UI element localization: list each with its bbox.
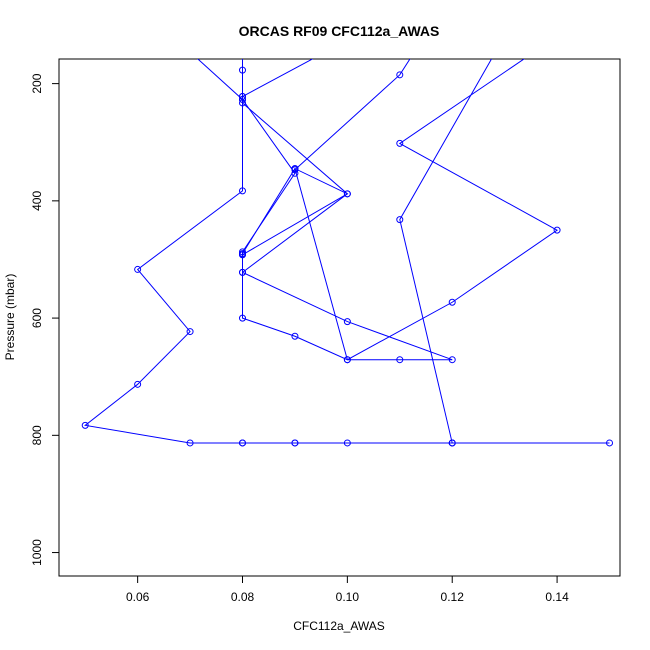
data-point: [291, 439, 299, 447]
data-point: [396, 71, 404, 79]
x-axis-label: CFC112a_AWAS: [293, 619, 385, 633]
data-point: [448, 298, 456, 306]
y-axis-label: Pressure (mbar): [3, 274, 17, 361]
data-point: [396, 356, 404, 364]
data-point: [134, 380, 142, 388]
data-point: [239, 99, 246, 107]
data-point: [606, 439, 614, 447]
data-point: [239, 187, 246, 195]
x-tick-label: 0.06: [126, 590, 150, 604]
y-tick-label: 400: [30, 191, 44, 211]
data-point: [239, 66, 246, 74]
series-3: [239, 59, 561, 364]
data-point: [343, 190, 351, 198]
data-point: [186, 439, 194, 447]
y-tick-label: 1000: [30, 539, 44, 566]
x-tick-label: 0.12: [441, 590, 465, 604]
series-4: [396, 59, 493, 447]
data-point: [239, 250, 246, 258]
data-point: [343, 356, 351, 364]
x-axis: 0.06 0.08 0.10 0.12 0.14: [126, 575, 569, 604]
series-line: [399, 59, 493, 444]
data-point: [396, 139, 404, 147]
data-point: [343, 318, 351, 326]
data-point: [239, 439, 246, 447]
y-axis: 200 400 600 800 1000: [30, 73, 60, 566]
series-line: [242, 59, 559, 361]
y-tick-label: 200: [30, 73, 44, 93]
data-point: [291, 165, 299, 173]
chart-title: ORCAS RF09 CFC112a_AWAS: [239, 23, 440, 39]
data-point: [343, 439, 351, 447]
data-point: [448, 356, 456, 364]
y-tick-label: 600: [30, 308, 44, 328]
data-point: [448, 439, 456, 447]
data-point: [134, 265, 142, 273]
x-tick-label: 0.08: [231, 590, 255, 604]
x-tick-label: 0.14: [545, 590, 569, 604]
x-tick-label: 0.10: [336, 590, 360, 604]
data-point: [81, 421, 89, 429]
series-layer: [81, 59, 614, 447]
data-point: [186, 328, 194, 336]
data-point: [396, 216, 404, 224]
data-point: [239, 314, 246, 322]
data-point: [553, 226, 561, 234]
y-tick-label: 800: [30, 425, 44, 445]
data-point: [239, 268, 246, 276]
data-point: [291, 332, 299, 340]
